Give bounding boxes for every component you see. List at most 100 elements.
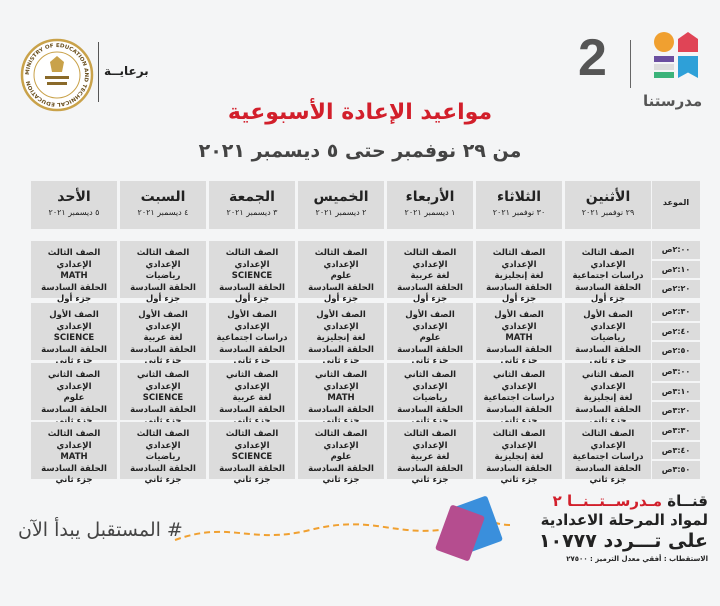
grade: الصف الثالث الإعدادي (492, 429, 546, 451)
time-slot: ٢:٤٠ص (652, 322, 700, 340)
schedule-cell: الصف الثالث الإعدادي علوم الحلقة السادسة جز… (298, 241, 384, 304)
day-date: ٢٩ نوفمبر ٢٠٢١ (581, 208, 635, 217)
schedule-cell: الصف الثالث الإعدادي لغة عربية الحلقة السا… (387, 422, 473, 485)
day-date: ٣ ديسمبر ٢٠٢١ (226, 208, 278, 217)
episode: الحلقة السادسة (308, 344, 374, 355)
madrasatona-logo (648, 30, 704, 92)
episode: الحلقة السادسة (575, 344, 641, 355)
episode: الحلقة السادسة (397, 404, 463, 415)
day-date: ٤ ديسمبر ٢٠٢١ (137, 208, 189, 217)
channel-subjects: لمواد المرحلة الاعدادية (540, 511, 708, 529)
channel-info: قنــاة مـدرســتــنــا ٢ لمواد المرحلة ال… (539, 492, 708, 565)
time-slot: ٢:٣٠ص (652, 303, 700, 321)
grade: الصف الثالث الإعدادي (314, 248, 368, 270)
episode: الحلقة السادسة (486, 404, 552, 415)
schedule-cell: الصف الثاني الإعدادي علوم الحلقة السادسة جز… (31, 363, 117, 426)
episode: الحلقة السادسة (219, 404, 285, 415)
channel-frequency: على تـــردد ١٠٧٧٧ (538, 530, 708, 552)
schedule-cell: الصف الأول الإعدادي MATH الحلقة السادسة جزء… (476, 303, 562, 366)
episode: الحلقة السادسة (41, 282, 107, 293)
grade: الصف الثاني الإعدادي (314, 370, 368, 392)
day-name: الأربعاء (405, 189, 455, 205)
schedule-cell: الصف الثالث الإعدادي علوم الحلقة السادسة جز… (298, 422, 384, 485)
subject: لغة عربية (410, 271, 450, 281)
schedule-cell: الصف الثالث الإعدادي رياضيات الحلقة السادس… (120, 422, 206, 485)
day-date: ٥ ديسمبر ٢٠٢١ (48, 208, 100, 217)
subject: SCIENCE (142, 393, 184, 403)
part: جزء ثاني (500, 475, 538, 485)
episode: الحلقة السادسة (397, 282, 463, 293)
channel-prefix: قنــاة (662, 492, 708, 510)
grade: الصف الثاني الإعدادي (581, 370, 635, 392)
schedule-cell: الصف الثاني الإعدادي رياضيات الحلقة السادس… (387, 363, 473, 426)
time-label: ٢:٥٠ص (661, 346, 691, 355)
grade: الصف الثاني الإعدادي (225, 370, 279, 392)
grade: الصف الثالث الإعدادي (581, 429, 635, 451)
grade: الصف الثالث الإعدادي (403, 248, 457, 270)
subject: لغة إنجليزية (583, 393, 633, 403)
day-name: السبت (140, 189, 186, 205)
episode: الحلقة السادسة (575, 282, 641, 293)
logo-name: مدرستنا (643, 92, 703, 110)
grade: الصف الثالث الإعدادي (136, 248, 190, 270)
part: جزء ثاني (144, 416, 182, 426)
books-illustration (174, 496, 511, 561)
episode: الحلقة السادسة (41, 463, 107, 474)
part: جزء ثاني (233, 416, 271, 426)
schedule-cell: الصف الثاني الإعدادي SCIENCE الحلقة السادس… (120, 363, 206, 426)
part: جزء ثاني (144, 475, 182, 485)
episode: الحلقة السادسة (575, 463, 641, 474)
schedule-cell: الصف الأول الإعدادي SCIENCE الحلقة السادسة… (31, 303, 117, 366)
schedule-cell: الصف الثالث الإعدادي رياضيات الحلقة السادس… (120, 241, 206, 304)
schedule-cell: الصف الأول الإعدادي دراسات اجتماعية الحلقة… (209, 303, 295, 366)
grade: الصف الثالث الإعدادي (47, 429, 101, 451)
subject: لغة عربية (232, 393, 272, 403)
schedule-cell: الصف الأول الإعدادي علوم الحلقة السادسة جزء… (387, 303, 473, 366)
subject: SCIENCE (53, 333, 95, 343)
part: جزء ثاني (411, 475, 449, 485)
part: جزء ثاني (55, 416, 93, 426)
grade: الصف الثالث الإعدادي (403, 429, 457, 451)
part: جزء ثاني (233, 356, 271, 366)
subject: رياضيات (590, 333, 626, 343)
time-slot: ٣:٢٠ص (652, 402, 700, 420)
subject: رياضيات (412, 393, 448, 403)
time-label: ٣:٤٠ص (661, 445, 691, 455)
part: جزء ثاني (411, 356, 449, 366)
episode: الحلقة السادسة (130, 344, 196, 355)
part: جزء ثاني (500, 416, 538, 426)
subject: SCIENCE (231, 452, 273, 462)
subject: لغة إنجليزية (316, 333, 366, 343)
sponsor-label: برعايــة (104, 64, 149, 78)
subject: لغة عربية (410, 452, 450, 462)
part: جزء ثاني (233, 475, 271, 485)
grade: الصف الأول الإعدادي (227, 310, 277, 332)
day-header: الأثنين ٢٩ نوفمبر ٢٠٢١ (565, 181, 651, 229)
part: جزء ثاني (411, 416, 449, 426)
subject: دراسات اجتماعية (216, 333, 288, 343)
part: جزء أول (590, 294, 626, 304)
day-name: الأحد (57, 189, 91, 205)
subject: رياضيات (145, 271, 181, 281)
part: جزء ثاني (144, 356, 182, 366)
schedule-cell: الصف الثالث الإعدادي لغة إنجليزية الحلقة ا… (476, 241, 562, 304)
schedule-cell: الصف الثالث الإعدادي SCIENCE الحلقة السادس… (209, 241, 295, 304)
time-slot: ٣:١٠ص (652, 382, 700, 400)
schedule-cell: الصف الثاني الإعدادي دراسات اجتماعية الحلق… (476, 363, 562, 426)
episode: الحلقة السادسة (486, 344, 552, 355)
schedule-cell: الصف الثالث الإعدادي SCIENCE الحلقة السادس… (209, 422, 295, 485)
episode: الحلقة السادسة (219, 282, 285, 293)
time-label: ٢:٠٠ص (661, 245, 691, 254)
subject: دراسات اجتماعية (572, 271, 644, 281)
hashtag: # المستقبل يبدأ الآن (18, 519, 183, 541)
subject: لغة إنجليزية (494, 452, 544, 462)
subject: MATH (60, 271, 88, 281)
schedule-cell: الصف الأول الإعدادي لغة عربية الحلقة الساد… (120, 303, 206, 366)
day-header: الثلاثاء ٣٠ نوفمبر ٢٠٢١ (476, 181, 562, 229)
grade: الصف الثاني الإعدادي (47, 370, 101, 392)
day-header: الأحد ٥ ديسمبر ٢٠٢١ (31, 181, 117, 229)
grade: الصف الثالث الإعدادي (225, 429, 279, 451)
grade: الصف الأول الإعدادي (494, 310, 544, 332)
grade: الصف الثالث الإعدادي (225, 248, 279, 270)
subject: MATH (505, 333, 533, 343)
